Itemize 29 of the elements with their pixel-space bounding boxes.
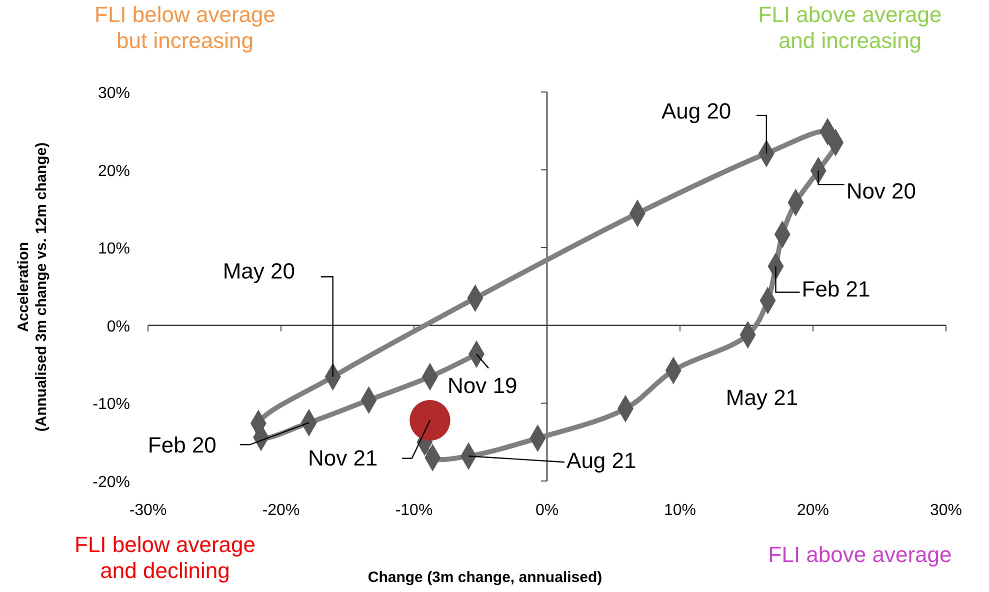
y-tick-label: 30%	[98, 85, 130, 102]
x-tick-label: -10%	[395, 502, 433, 519]
annotation: Aug 21	[566, 448, 636, 474]
y-tick-label: 0%	[106, 318, 130, 336]
x-tick-label: 0%	[535, 502, 559, 519]
x-axis-title: Change (3m change, annualised)	[368, 569, 602, 586]
annotation: Feb 21	[802, 276, 870, 302]
text: FLI above average and increasing	[758, 2, 942, 53]
point	[410, 400, 450, 441]
y-tick-label: 10%	[98, 240, 130, 258]
annotation: May 20	[222, 258, 296, 284]
x-tick-label: -20%	[262, 502, 300, 519]
annotation: Aug 20	[661, 98, 732, 124]
y-axis-title: Acceleration (Annualised 3m change vs. 12m change)	[15, 142, 50, 432]
x-tick-label: -30%	[129, 502, 167, 519]
annotation: Nov 19	[448, 373, 518, 398]
x-tick-label: 30%	[930, 502, 962, 519]
annotation: Nov 21	[308, 445, 378, 470]
annotation: Feb 20	[148, 432, 216, 458]
text: FLI below average and declining	[74, 532, 256, 583]
annotation: Nov 20	[846, 178, 916, 204]
y-tick-label: -20%	[92, 474, 130, 491]
x-tick-label: 20%	[796, 502, 830, 519]
annotation: May 21	[726, 385, 798, 410]
text: FLI below average but increasing	[94, 2, 276, 53]
x-tick-label: 10%	[664, 502, 696, 519]
text: FLI above average	[768, 542, 952, 567]
y-tick-label: -10%	[92, 396, 130, 414]
y-tick-label: 20%	[98, 162, 130, 180]
